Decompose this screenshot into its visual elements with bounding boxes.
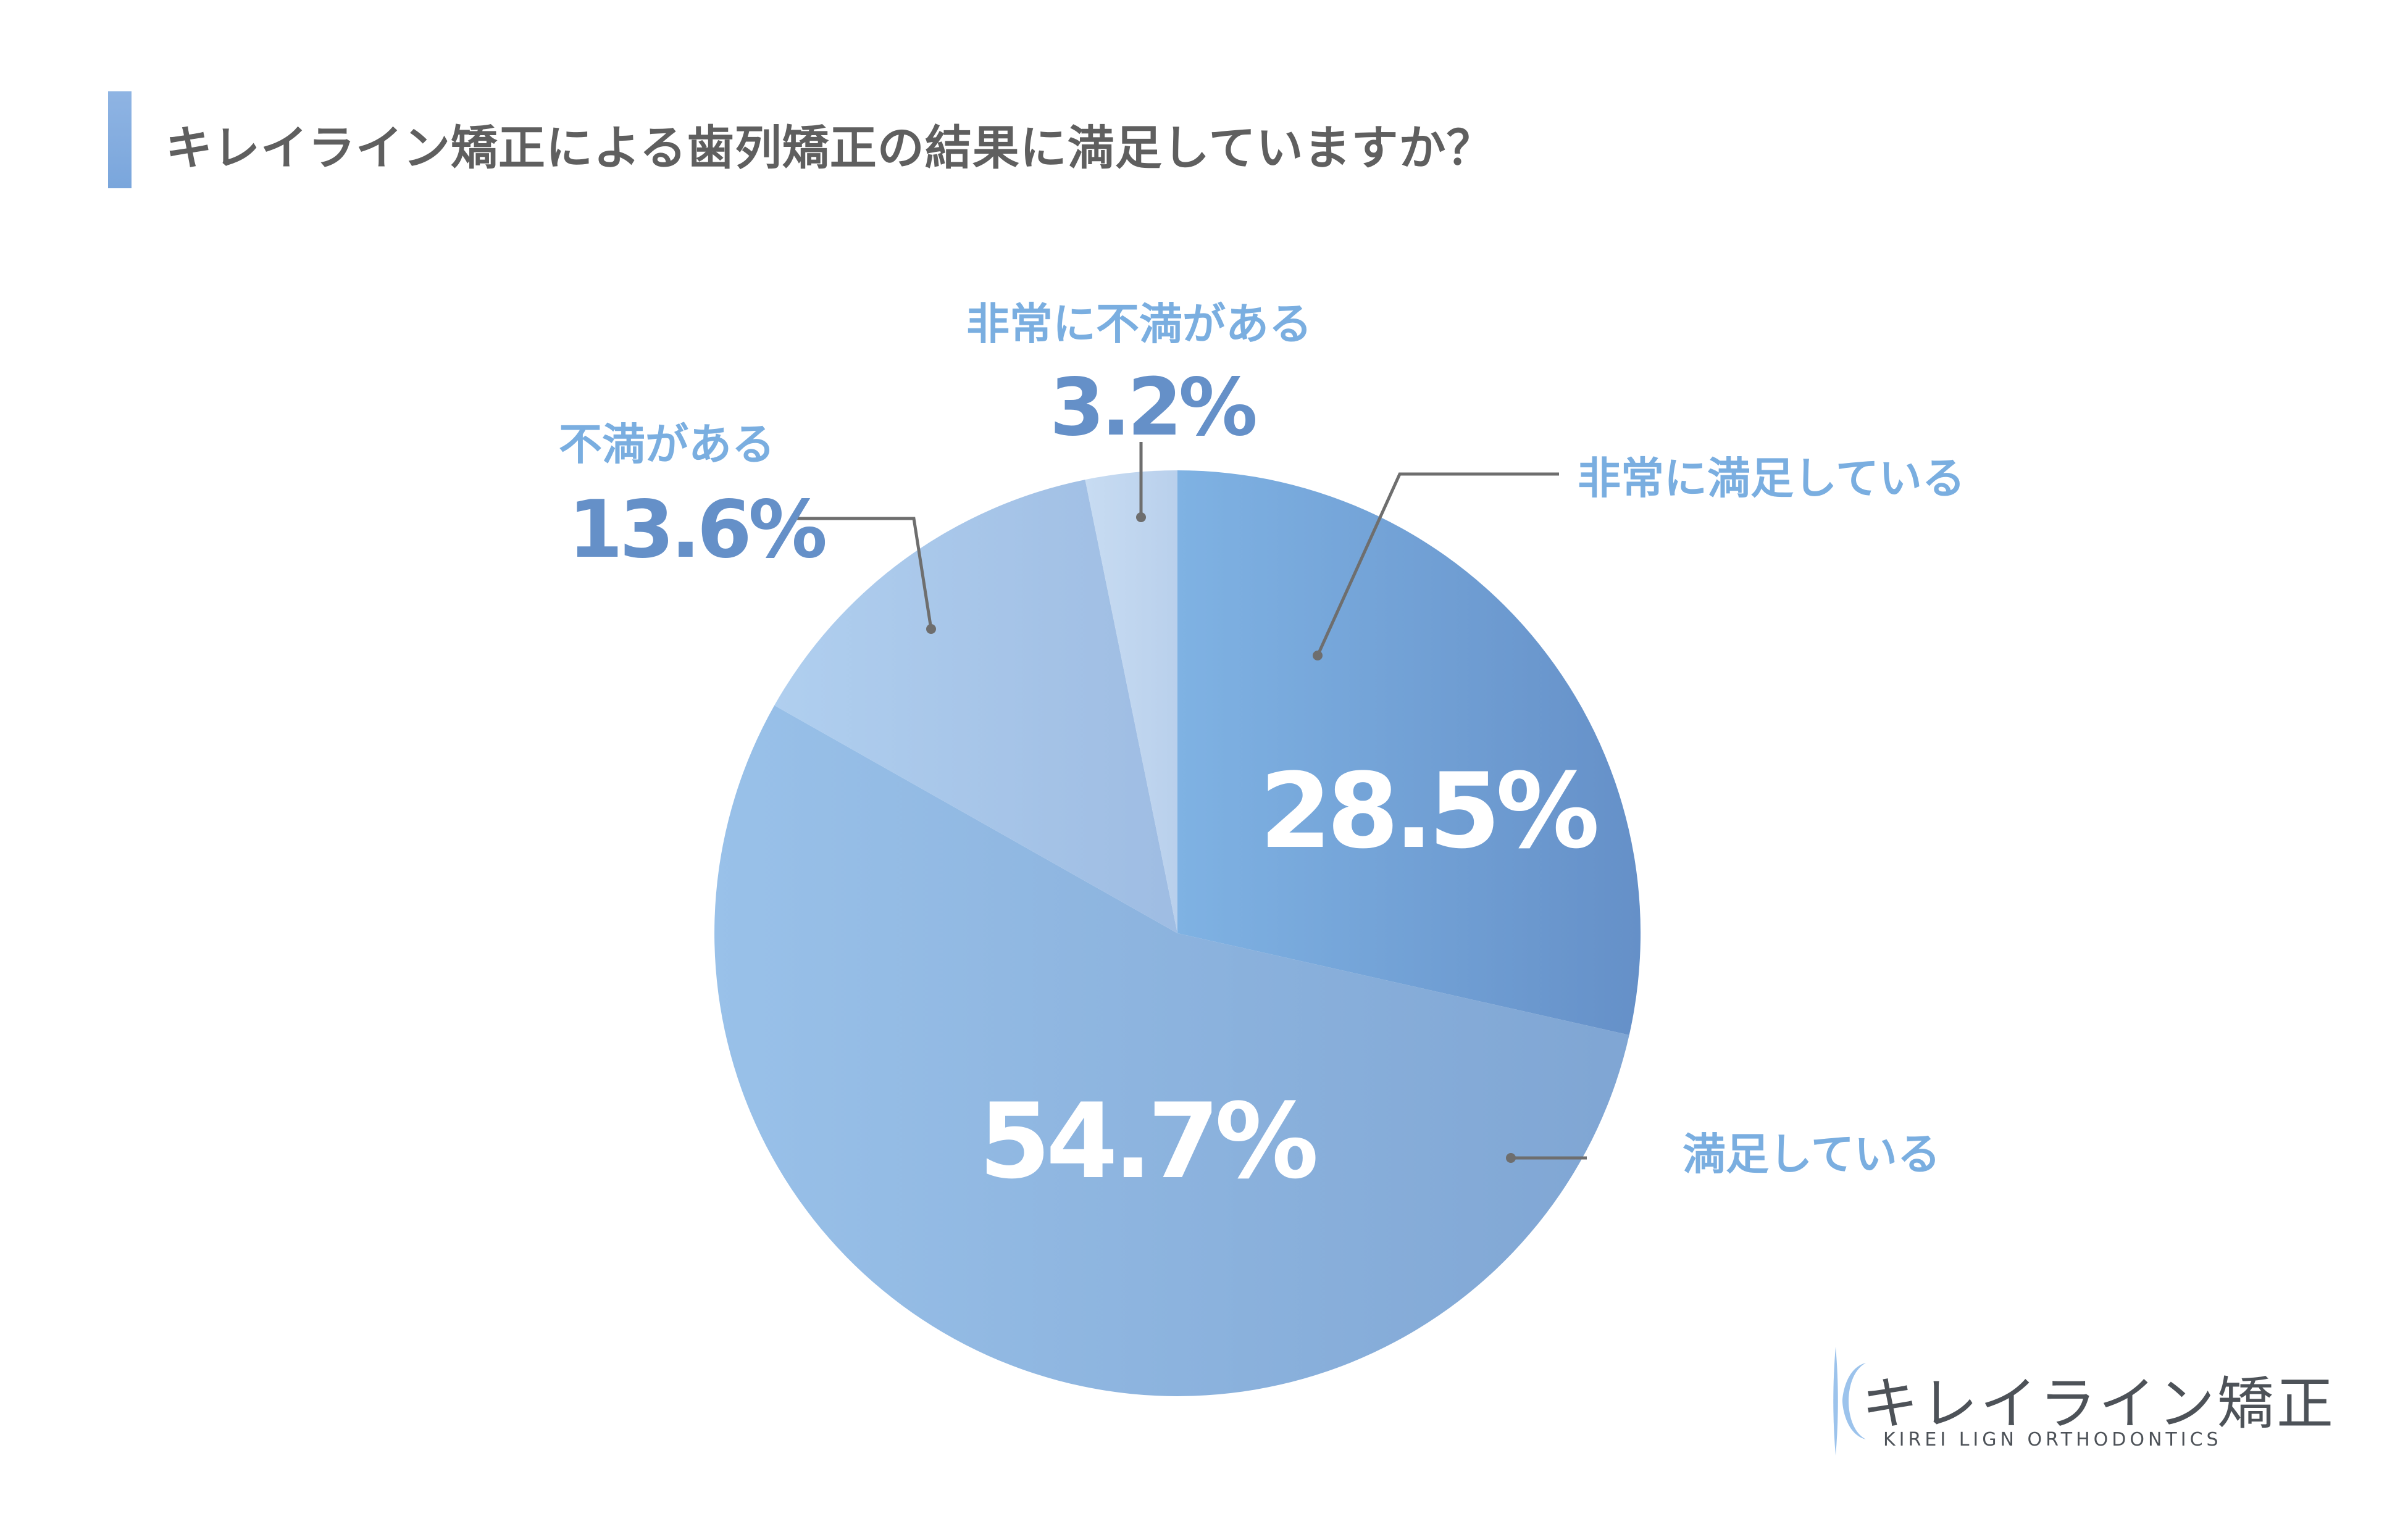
value-very-satisfied: 28.5%: [1260, 751, 1600, 872]
label-dissatisfied: 不満がある: [559, 419, 775, 470]
slice-dissatisfied: [774, 480, 1177, 933]
leader-line-dissatisfied: [792, 517, 933, 630]
leader-dot-dissatisfied: [926, 624, 936, 634]
logo-mark-icon: [1833, 1347, 1866, 1455]
logo-name-jp: キレイライン矯正: [1862, 1371, 2336, 1437]
brand-logo: キレイライン矯正 KIREI LIGN ORTHODONTICS: [1809, 1327, 2340, 1469]
value-dissatisfied: 13.6%: [568, 484, 827, 576]
leader-line-very-satisfied: [1316, 472, 1559, 657]
title-accent-bar: [108, 91, 132, 188]
logo-name-en: KIREI LIGN ORTHODONTICS: [1883, 1429, 2222, 1451]
leader-dot-very-dissatisfied: [1136, 512, 1146, 522]
label-satisfied: 満足している: [1683, 1129, 1941, 1180]
leader-dot-very-satisfied: [1313, 651, 1323, 660]
slice-very-dissatisfied: [1085, 470, 1177, 933]
label-very-satisfied: 非常に満足している: [1578, 453, 1965, 504]
slice-very-satisfied: [1177, 470, 1641, 1035]
chart-title: キレイライン矯正による歯列矯正の結果に満足していますか？: [165, 120, 1494, 175]
label-very-dissatisfied: 非常に不満がある: [966, 299, 1312, 349]
value-satisfied: 54.7%: [979, 1081, 1319, 1202]
slice-satisfied: [714, 705, 1629, 1396]
value-very-dissatisfied: 3.2%: [1050, 362, 1258, 454]
leader-dot-satisfied: [1506, 1153, 1516, 1163]
